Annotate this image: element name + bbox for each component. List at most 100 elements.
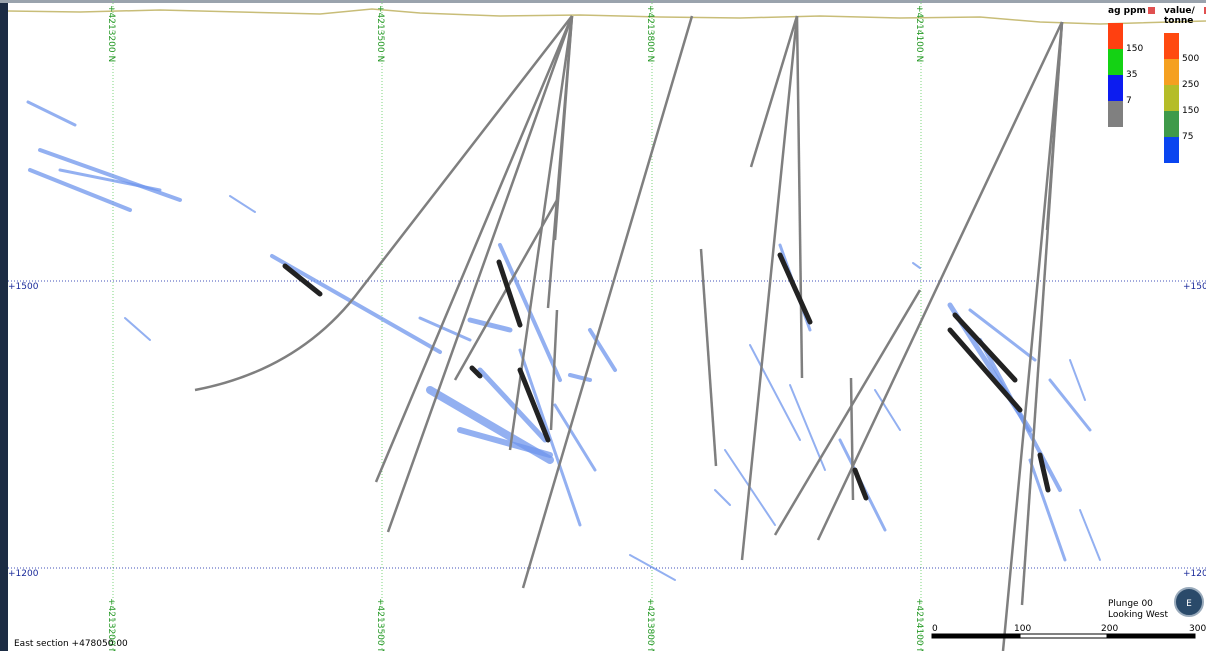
- drillhole: [849, 377, 855, 501]
- scale-segment: [1106, 633, 1196, 639]
- ore-intercept: [469, 365, 483, 379]
- drillhole: [521, 15, 694, 589]
- scale-segment: [1019, 633, 1108, 639]
- ore-intercepts: [282, 252, 1051, 501]
- legend-label: 35: [1126, 70, 1137, 80]
- northing-label-top: +4214100 N: [914, 5, 924, 62]
- legend-swatch: [1164, 33, 1179, 59]
- legend-swatch: [1108, 23, 1123, 49]
- legend-title: value/: [1164, 6, 1196, 16]
- drillhole: [508, 15, 574, 451]
- block-streak: [418, 316, 472, 342]
- legend-swatch: [1108, 75, 1123, 101]
- block-streak: [38, 148, 182, 202]
- drillhole: [1001, 21, 1064, 651]
- block-streak: [26, 100, 77, 127]
- block-streak: [124, 317, 151, 341]
- drillhole: [386, 15, 574, 533]
- legend-close[interactable]: [1204, 7, 1206, 14]
- drillhole: [795, 15, 804, 379]
- legend-label: 150: [1182, 106, 1199, 116]
- block-streak: [568, 373, 592, 382]
- topography: [7, 8, 1206, 25]
- northing-label-bottom: +4213800 N: [645, 598, 655, 651]
- drillhole: [816, 21, 1064, 541]
- northing-label-top: +4213500 N: [375, 5, 385, 62]
- block-streak: [789, 384, 826, 471]
- legend-swatch: [1164, 59, 1179, 85]
- block-streak: [58, 168, 162, 192]
- ore-intercept: [777, 252, 813, 325]
- drillhole: [549, 309, 559, 431]
- ore-intercept: [282, 263, 323, 297]
- block-streak: [28, 168, 132, 212]
- northing-label-top: +4213200 N: [106, 5, 116, 62]
- northing-label-bottom: +4213500 N: [375, 598, 385, 651]
- ore-intercept: [517, 367, 551, 443]
- drillhole: [374, 15, 574, 483]
- block-streak: [553, 403, 597, 472]
- legend-label: 500: [1182, 54, 1199, 64]
- drillhole: [740, 15, 799, 561]
- block-streak: [629, 554, 676, 581]
- scale-label: 200: [1101, 624, 1118, 634]
- block-streak: [1079, 509, 1101, 561]
- scale-segment: [931, 633, 1021, 639]
- drillholes: [194, 15, 1064, 651]
- elevation-label-left: +1500: [8, 282, 39, 292]
- drillhole: [553, 15, 574, 241]
- drillhole: [1020, 21, 1064, 606]
- block-streak: [270, 254, 442, 354]
- block-streak: [1028, 458, 1067, 562]
- northing-label-top: +4213800 N: [645, 5, 655, 62]
- legend-swatch: [1108, 49, 1123, 75]
- drillhole: [749, 15, 799, 168]
- direction: Looking West: [1108, 610, 1168, 620]
- compass-label: E: [1186, 599, 1192, 609]
- block-streak: [1069, 359, 1086, 401]
- block-streak: [978, 338, 1062, 492]
- block-streak: [518, 348, 582, 527]
- compass[interactable]: [1174, 587, 1204, 617]
- ore-intercept: [947, 327, 1023, 413]
- ore-intercept: [1037, 452, 1051, 493]
- block-streak: [968, 308, 1037, 362]
- ore-intercept: [952, 312, 1018, 383]
- block-streak: [477, 367, 548, 443]
- scale-label: 100: [1014, 624, 1031, 634]
- drillhole: [773, 289, 922, 536]
- legend-close[interactable]: [1148, 7, 1155, 14]
- legend-label: 7: [1126, 96, 1132, 106]
- ore-intercept: [496, 259, 523, 328]
- block-streak: [749, 344, 801, 441]
- plunge: Plunge 00: [1108, 599, 1153, 609]
- block-streak: [912, 262, 921, 269]
- northing-label-bottom: +4214100 N: [914, 598, 924, 651]
- legend-swatch: [1164, 111, 1179, 137]
- legend-title: tonne: [1164, 16, 1193, 26]
- annotations: ag ppm 150 35 7 value/tonne 500 250 150 75 Plunge…: [14, 6, 1206, 649]
- legend-swatch: [1164, 85, 1179, 111]
- ore-intercept: [852, 467, 869, 501]
- left-edge: [0, 0, 8, 651]
- northing-label-bottom: +4213200 N: [106, 598, 116, 651]
- legend-label: 250: [1182, 80, 1199, 90]
- section-label: East section +478050.00: [14, 639, 128, 649]
- drillhole: [194, 15, 573, 392]
- elevation-label-right: +1500: [1183, 282, 1206, 292]
- block-streak: [457, 427, 553, 458]
- legend-title: ag ppm: [1108, 6, 1146, 16]
- elevation-label-right: +1200: [1183, 569, 1206, 579]
- block-streak: [1048, 378, 1092, 432]
- drillhole: [699, 248, 718, 467]
- block-streak: [467, 317, 513, 333]
- legend-swatch: [1108, 101, 1123, 127]
- elevation-label-left: +1200: [8, 569, 39, 579]
- block-streak: [229, 195, 256, 213]
- grid: +4213200 N +4213200 N +4213500 N +4213500 N…: [8, 0, 1206, 651]
- top-edge: [0, 0, 1206, 3]
- legend-label: 75: [1182, 132, 1193, 142]
- block-streak: [714, 489, 731, 506]
- block-streak: [588, 328, 617, 372]
